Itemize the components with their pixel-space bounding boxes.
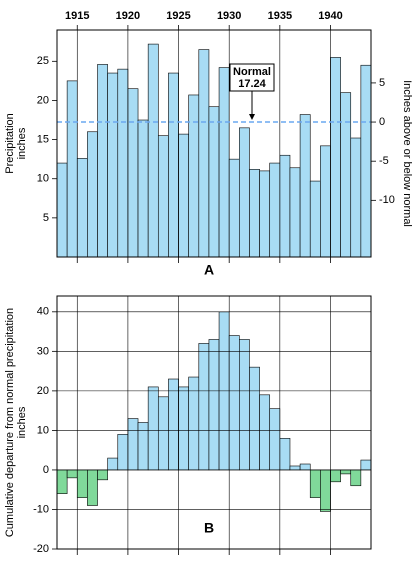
x-tick-label: 1930: [217, 10, 241, 22]
bar: [350, 469, 362, 487]
bar: [259, 170, 271, 258]
y-tick-label: -10: [33, 503, 49, 515]
bar: [178, 133, 189, 258]
y-tick-label: 20: [37, 385, 49, 397]
bar: [208, 339, 220, 471]
bar: [299, 463, 311, 471]
bar: [168, 378, 179, 471]
x-tick-label: 1915: [65, 10, 89, 22]
bar: [157, 135, 169, 258]
x-tick-label: 1935: [268, 10, 292, 22]
bar: [360, 459, 372, 471]
panel-label: A: [204, 262, 214, 278]
bar: [137, 119, 149, 258]
bar: [340, 92, 352, 258]
x-tick-label: 1920: [116, 10, 140, 22]
bar: [87, 131, 98, 258]
bar: [269, 162, 281, 258]
bar: [137, 422, 149, 471]
y-tick-label: 0: [43, 464, 49, 476]
x-tick-label: 1925: [166, 10, 190, 22]
bar: [87, 469, 98, 506]
bar: [269, 408, 281, 471]
bar: [360, 64, 372, 258]
bar: [168, 72, 179, 258]
bar: [97, 64, 108, 258]
y-axis-label: Cumulative departure from normal precipi…: [4, 308, 16, 537]
y-tick-label: 10: [37, 173, 49, 185]
bar: [340, 469, 352, 475]
bar: [198, 49, 210, 258]
bar: [279, 154, 291, 258]
bar: [330, 57, 341, 258]
bar: [198, 343, 210, 471]
annotation: 17.24: [238, 78, 266, 90]
annotation-arrowhead: [249, 114, 255, 121]
bar: [66, 80, 78, 258]
y-axis-label: inches: [16, 406, 28, 438]
y-tick-label: 15: [37, 133, 49, 145]
bar: [117, 434, 129, 471]
bar: [320, 145, 331, 258]
bar: [56, 469, 68, 494]
bar: [228, 158, 240, 258]
bar: [309, 180, 321, 258]
bar: [228, 335, 240, 471]
bar: [309, 469, 321, 498]
bar: [56, 162, 68, 258]
annotation-box: [229, 63, 275, 92]
y-tick-label: 30: [37, 345, 49, 357]
y2-tick-label: -5: [379, 155, 389, 167]
y-tick-label: 10: [37, 424, 49, 436]
panel-label: B: [204, 520, 214, 536]
plot-frame: [56, 29, 372, 258]
bar: [76, 158, 88, 258]
bar: [350, 137, 362, 258]
bar: [320, 469, 331, 512]
y-tick-label: -20: [33, 543, 49, 555]
bar: [208, 106, 220, 258]
y2-tick-label: 0: [379, 116, 385, 128]
bar: [147, 386, 159, 471]
y2-tick-label: 5: [379, 77, 385, 89]
y2-axis-label: Inches above or below normal: [401, 80, 413, 227]
y-tick-label: 40: [37, 306, 49, 318]
bar: [299, 114, 311, 258]
y-axis-label: inches: [16, 127, 28, 159]
y-axis-label: Precipitation: [4, 113, 16, 174]
bar: [97, 469, 108, 481]
y2-tick-label: -10: [379, 194, 395, 206]
bar: [147, 43, 159, 258]
bar: [249, 366, 260, 471]
plot-frame: [56, 295, 372, 550]
bar: [178, 386, 189, 471]
bar: [117, 68, 129, 258]
bar: [66, 469, 78, 479]
y-tick-label: 20: [37, 94, 49, 106]
bar: [289, 465, 301, 471]
y-tick-label: 5: [43, 212, 49, 224]
y-tick-label: 25: [37, 55, 49, 67]
bar: [218, 67, 230, 258]
bar: [249, 169, 260, 258]
x-tick-label: 1940: [318, 10, 342, 22]
bar: [259, 394, 271, 471]
bar: [127, 88, 139, 258]
annotation: Normal: [233, 66, 271, 78]
bar: [127, 418, 139, 471]
bar: [239, 127, 250, 258]
bar: [279, 438, 291, 471]
bar: [289, 167, 301, 258]
bar: [188, 94, 200, 258]
bar: [76, 469, 88, 498]
bar: [107, 457, 119, 471]
bar: [239, 339, 250, 471]
bar: [157, 396, 169, 471]
bar: [330, 469, 341, 483]
bar: [107, 72, 119, 258]
